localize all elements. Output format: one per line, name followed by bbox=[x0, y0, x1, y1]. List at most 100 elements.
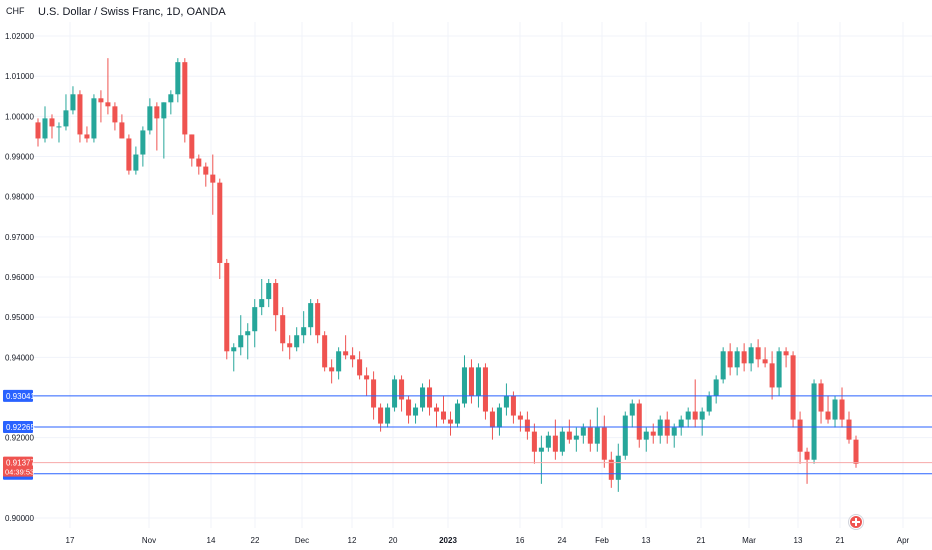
flag-badge-icon bbox=[848, 514, 864, 530]
candle-body bbox=[797, 419, 803, 452]
candle-body bbox=[133, 154, 139, 171]
y-tick-label: 0.99000 bbox=[5, 153, 34, 162]
x-tick-label: 21 bbox=[697, 536, 706, 545]
candle-body bbox=[315, 303, 321, 336]
chart-title: U.S. Dollar / Swiss Franc, 1D, OANDA bbox=[38, 6, 226, 18]
candle-body bbox=[287, 343, 293, 348]
candle-body bbox=[510, 395, 516, 416]
candle-body bbox=[692, 411, 698, 420]
candle-body bbox=[629, 403, 635, 416]
level-label-badge bbox=[3, 421, 33, 434]
x-tick-label: 24 bbox=[558, 536, 567, 545]
candle-body bbox=[371, 379, 377, 408]
candle-body bbox=[91, 98, 97, 139]
candle-body bbox=[364, 375, 370, 380]
price-unit-label: CHF bbox=[6, 6, 25, 16]
candle-body bbox=[601, 427, 607, 460]
candle-body bbox=[762, 359, 768, 364]
candle-body bbox=[84, 134, 90, 139]
x-tick-label: 2023 bbox=[439, 536, 457, 545]
candle-body bbox=[378, 407, 384, 424]
candle-body bbox=[741, 351, 747, 364]
x-tick-label: 21 bbox=[836, 536, 845, 545]
candle-body bbox=[49, 118, 55, 127]
level-label-text: 0.93041 bbox=[6, 392, 35, 401]
candle-body bbox=[804, 451, 810, 460]
last-price-text: 0.91377 bbox=[6, 459, 35, 468]
candle-body bbox=[853, 439, 859, 464]
candle-body bbox=[385, 407, 391, 424]
candle-body bbox=[832, 399, 838, 420]
x-tick-label: 13 bbox=[794, 536, 803, 545]
candle-body bbox=[224, 262, 230, 352]
candle-body bbox=[475, 367, 481, 396]
candle-body bbox=[98, 98, 104, 103]
candle-body bbox=[231, 347, 237, 352]
candle-body bbox=[322, 335, 328, 368]
candle-body bbox=[392, 379, 398, 408]
candle-body bbox=[580, 427, 586, 436]
candle-body bbox=[406, 399, 412, 416]
x-tick-label: 12 bbox=[348, 536, 357, 545]
y-tick-label: 0.94000 bbox=[5, 353, 34, 362]
candle-body bbox=[294, 335, 300, 348]
candle-body bbox=[496, 407, 502, 428]
countdown-text: 04:39:53 bbox=[5, 468, 34, 477]
candle-body bbox=[818, 383, 824, 412]
candle-body bbox=[594, 427, 600, 444]
candle-body bbox=[238, 335, 244, 348]
candle-body bbox=[650, 431, 656, 436]
y-tick-label: 0.92000 bbox=[5, 434, 34, 443]
y-tick-label: 0.98000 bbox=[5, 193, 34, 202]
candle-body bbox=[727, 351, 733, 368]
candle-body bbox=[706, 395, 712, 412]
candle-body bbox=[489, 411, 495, 428]
candle-body bbox=[587, 427, 593, 444]
candle-body bbox=[259, 299, 265, 308]
candle-body bbox=[734, 351, 740, 368]
candle-body bbox=[545, 435, 551, 448]
level-label-text: 0.92265 bbox=[6, 423, 35, 432]
x-tick-label: Nov bbox=[142, 536, 156, 545]
candle-body bbox=[147, 106, 153, 131]
candle-body bbox=[112, 106, 118, 123]
candle-body bbox=[685, 411, 691, 420]
candle-body bbox=[140, 130, 146, 155]
y-tick-label: 0.97000 bbox=[5, 233, 34, 242]
candle-body bbox=[608, 459, 614, 480]
candle-body bbox=[846, 419, 852, 440]
candle-body bbox=[825, 411, 831, 420]
x-tick-label: Mar bbox=[742, 536, 756, 545]
candle-body bbox=[336, 351, 342, 372]
x-tick-label: 17 bbox=[66, 536, 75, 545]
candle-body bbox=[538, 447, 544, 452]
candle-body bbox=[161, 102, 167, 119]
candle-body bbox=[482, 367, 488, 412]
candle-body bbox=[252, 307, 258, 332]
x-tick-label: Feb bbox=[595, 536, 609, 545]
candle-body bbox=[748, 347, 754, 364]
candle-body bbox=[154, 106, 160, 119]
candle-body bbox=[657, 419, 663, 436]
candle-body bbox=[266, 283, 272, 300]
candle-body bbox=[189, 134, 195, 159]
candle-body bbox=[182, 62, 188, 135]
y-tick-label: 0.90000 bbox=[5, 514, 34, 523]
candle-body bbox=[357, 359, 363, 376]
level-label-badge bbox=[3, 389, 33, 402]
y-tick-label: 0.96000 bbox=[5, 273, 34, 282]
x-tick-label: 14 bbox=[207, 536, 216, 545]
candle-body bbox=[524, 419, 530, 432]
candle-body bbox=[119, 122, 125, 139]
candle-body bbox=[636, 403, 642, 440]
candle-body bbox=[755, 347, 761, 360]
y-tick-label: 0.95000 bbox=[5, 313, 34, 322]
candle-body bbox=[713, 379, 719, 396]
candle-body bbox=[531, 431, 537, 452]
candle-body bbox=[454, 403, 461, 424]
candle-body bbox=[413, 407, 419, 416]
candle-body bbox=[217, 182, 223, 263]
x-tick-label: 20 bbox=[389, 536, 398, 545]
x-tick-label: 13 bbox=[642, 536, 651, 545]
